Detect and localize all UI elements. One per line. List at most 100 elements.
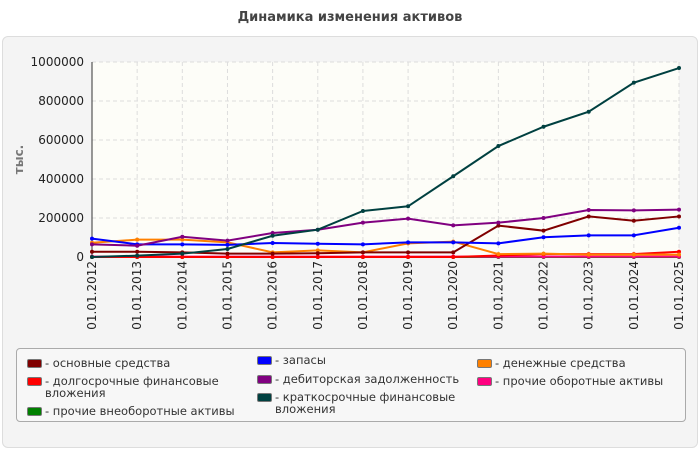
legend-swatch: [477, 359, 492, 368]
data-point: [315, 248, 320, 253]
chart-title: Динамика изменения активов: [237, 10, 463, 25]
series-line-3: [91, 226, 680, 246]
legend-label: - дебиторская задолженность: [275, 372, 460, 386]
data-point: [586, 252, 591, 257]
legend-item: - денежные средства: [477, 357, 692, 369]
y-tick-label: 400000: [38, 172, 84, 186]
x-tick-label: 01.01.2018: [356, 261, 370, 330]
data-point: [315, 255, 320, 259]
data-point: [541, 251, 546, 256]
data-point: [451, 240, 456, 245]
data-point: [496, 252, 501, 257]
data-point: [541, 228, 546, 233]
legend-label: - прочие оборотные активы: [495, 374, 664, 388]
legend-swatch: [257, 356, 272, 365]
legend-label: - краткосрочные финансовые вложения: [275, 390, 456, 416]
data-point: [270, 240, 275, 245]
data-point: [180, 234, 185, 239]
legend-label: - запасы: [275, 353, 326, 367]
data-point: [406, 216, 411, 221]
data-point: [677, 214, 681, 219]
data-point: [586, 233, 591, 238]
data-point: [451, 250, 456, 255]
legend-item: - прочие внеоборотные активы: [27, 405, 242, 417]
data-point: [90, 255, 94, 259]
x-tick-label: 01.01.2019: [401, 261, 415, 330]
legend-item: - прочие оборотные активы: [477, 375, 692, 387]
legend-swatch: [27, 359, 42, 368]
legend-label: - основные средства: [45, 356, 171, 370]
x-tick-label: 01.01.2023: [582, 261, 596, 330]
data-point: [677, 207, 681, 212]
data-point: [360, 242, 365, 247]
legend-swatch: [477, 377, 492, 386]
data-point: [225, 255, 230, 259]
legend-item: - запасы: [257, 354, 472, 366]
y-tick-label: 0: [76, 250, 84, 264]
data-point: [451, 223, 456, 228]
data-point: [225, 242, 230, 247]
data-point: [315, 251, 320, 256]
data-point: [451, 174, 456, 179]
data-point: [496, 220, 501, 225]
data-point: [496, 241, 501, 246]
data-point: [360, 250, 365, 255]
data-point: [451, 255, 456, 259]
data-point: [225, 251, 230, 256]
data-point: [90, 236, 94, 241]
data-point: [677, 252, 681, 257]
data-point: [180, 251, 185, 256]
data-point: [90, 249, 94, 254]
x-tick-label: 01.01.2017: [311, 261, 325, 330]
series-line-4: [91, 208, 680, 247]
data-point: [360, 208, 365, 213]
data-point: [270, 251, 275, 256]
legend-swatch: [257, 375, 272, 384]
data-point: [677, 225, 681, 230]
legend-swatch: [27, 377, 42, 386]
series-line-6: [91, 238, 679, 256]
data-point: [406, 250, 411, 255]
legend-item: - дебиторская задолженность: [257, 373, 472, 385]
data-point: [360, 220, 365, 225]
y-tick-label: 1000000: [31, 55, 84, 69]
y-tick-label: 200000: [38, 211, 84, 225]
legend-item: - краткосрочные финансовые вложения: [257, 391, 472, 415]
x-tick-label: 01.01.2025: [672, 261, 686, 330]
legend-item: - основные средства: [27, 357, 242, 369]
legend-label: - прочие внеоборотные активы: [45, 404, 235, 418]
x-tick-label: 01.01.2016: [266, 261, 280, 330]
chart-svg: 0 200000 400000 600000 800000 1000000 01.01.20…: [12, 55, 686, 330]
legend-label: - денежные средства: [495, 356, 626, 370]
data-point: [406, 240, 411, 245]
data-point: [225, 238, 230, 243]
data-point: [631, 233, 636, 238]
data-point: [586, 109, 591, 114]
y-tick-label: 600000: [38, 133, 84, 147]
x-tick-label: 01.01.2024: [627, 261, 641, 330]
x-tick-label: 01.01.2013: [130, 261, 144, 330]
data-point: [631, 252, 636, 257]
legend-label: - долгосрочные финансовые вложения: [45, 374, 219, 400]
legend-item: - долгосрочные финансовые вложения: [27, 375, 242, 399]
data-point: [225, 247, 230, 252]
data-point: [315, 241, 320, 246]
data-point: [135, 249, 140, 254]
data-point: [315, 227, 320, 232]
y-tick-label: 800000: [38, 94, 84, 108]
x-tick-label: 01.01.2022: [537, 261, 551, 330]
data-point: [135, 253, 140, 258]
data-point: [406, 204, 411, 209]
data-point: [270, 233, 275, 238]
legend-swatch: [27, 407, 42, 416]
data-point: [677, 66, 681, 71]
data-point: [180, 237, 185, 242]
data-point: [90, 242, 94, 247]
data-point: [541, 216, 546, 220]
data-point: [631, 80, 636, 85]
data-point: [631, 208, 636, 213]
data-point: [496, 223, 501, 228]
data-point: [406, 255, 411, 259]
data-point: [631, 218, 636, 223]
data-point: [586, 214, 591, 219]
